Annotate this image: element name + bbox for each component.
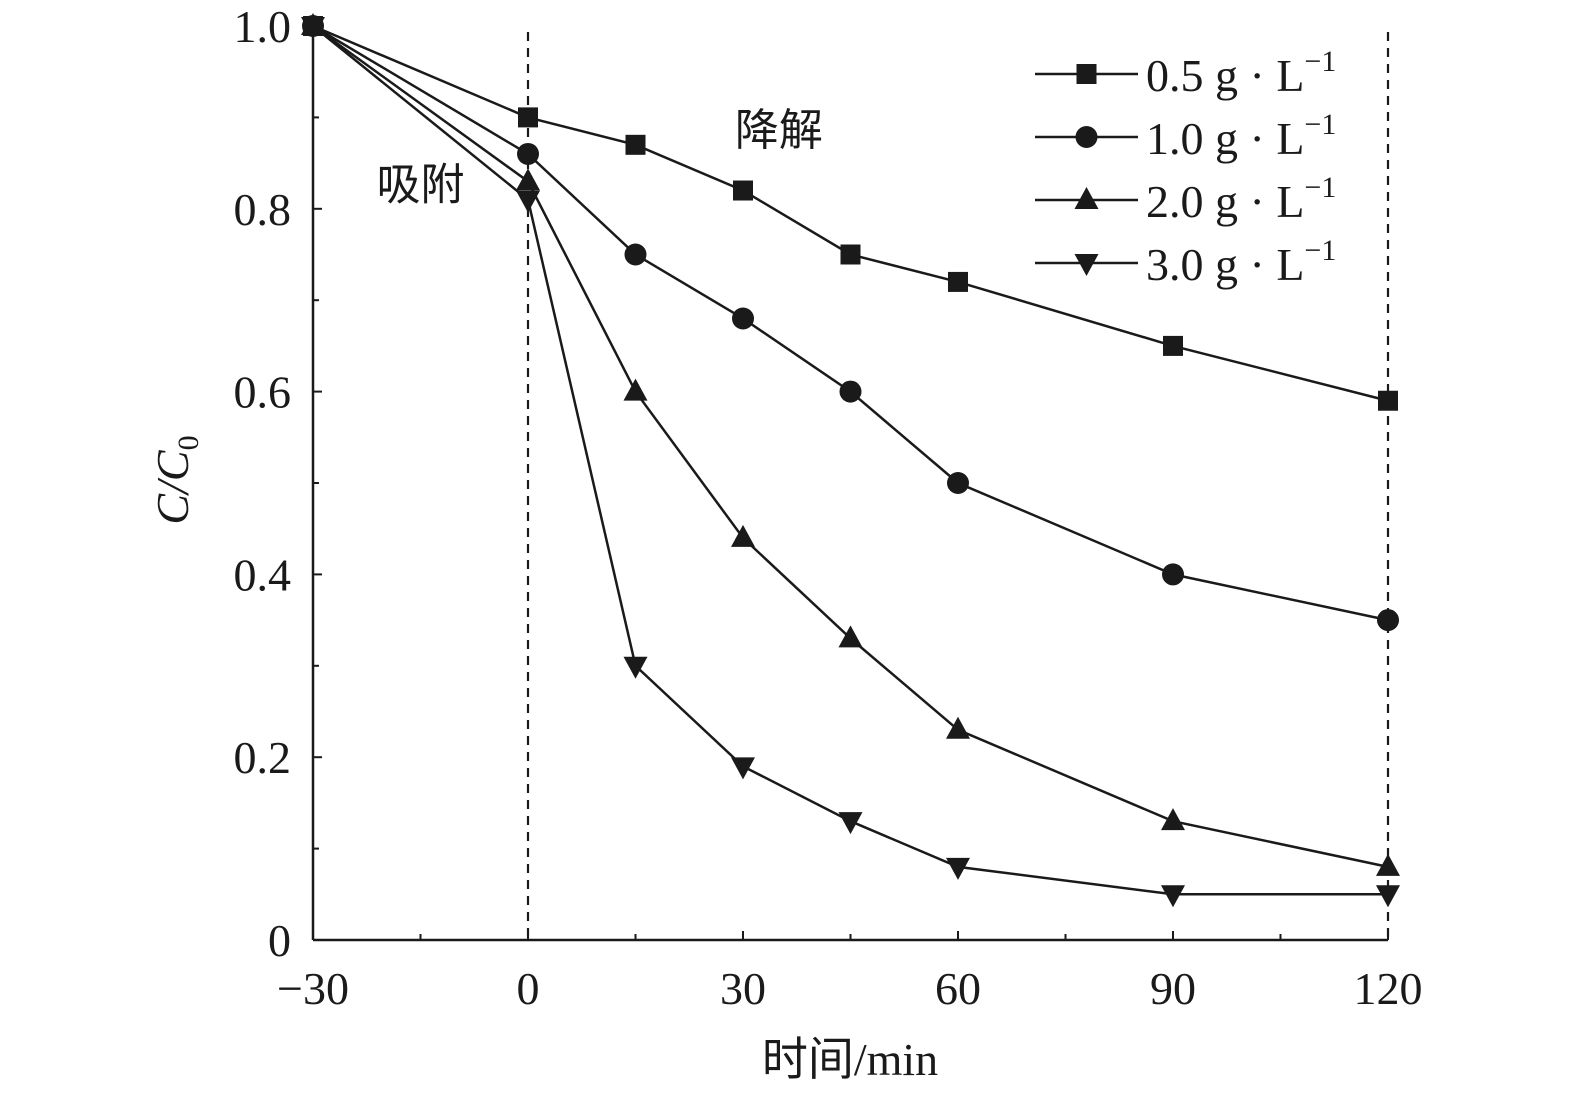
- circle-marker: [947, 472, 969, 494]
- series-lines: [312, 24, 1389, 896]
- y-tick-label: 1.0: [234, 1, 292, 52]
- legend: 0.5 g · L−11.0 g · L−12.0 g · L−13.0 g ·…: [1035, 45, 1336, 290]
- triangle-down-marker: [946, 857, 970, 880]
- legend-label: 2.0 g · L−1: [1146, 171, 1336, 227]
- triangle-down-marker: [516, 190, 540, 213]
- x-tick-label: 0: [517, 963, 540, 1014]
- square-marker: [625, 134, 646, 155]
- x-tick-label: 30: [720, 963, 766, 1014]
- triangle-up-marker: [1376, 853, 1400, 876]
- square-marker: [840, 244, 861, 265]
- series-markers: [301, 13, 1400, 908]
- triangle-up-marker: [838, 625, 863, 648]
- x-tick-label: 60: [935, 963, 981, 1014]
- legend-label-text: 3.0 g · L: [1146, 239, 1304, 290]
- triangle-down-marker: [623, 656, 648, 679]
- x-tick-label: 90: [1150, 963, 1196, 1014]
- y-axis-label-main: C/C: [147, 449, 198, 524]
- phase-annotation: 降解: [735, 105, 823, 156]
- square-marker: [733, 180, 753, 201]
- y-axis-label: C/C0: [147, 435, 205, 524]
- legend-label: 0.5 g · L−1: [1146, 45, 1336, 101]
- triangle-down-marker: [1376, 885, 1400, 908]
- x-tick-label: 120: [1354, 963, 1423, 1014]
- triangle-up-marker: [516, 168, 540, 191]
- legend-label: 3.0 g · L−1: [1146, 234, 1336, 290]
- y-tick-label: 0: [268, 915, 291, 966]
- circle-marker: [1377, 609, 1399, 632]
- square-marker: [1378, 390, 1398, 411]
- legend-label: 1.0 g · L−1: [1146, 108, 1336, 164]
- triangle-up-marker: [1161, 808, 1185, 831]
- circle-marker: [517, 142, 539, 165]
- square-marker: [948, 271, 968, 292]
- circle-marker: [1075, 126, 1098, 148]
- square-marker: [1076, 64, 1097, 84]
- square-marker: [1163, 335, 1183, 356]
- legend-label-text: 1.0 g · L: [1146, 113, 1304, 164]
- series-line-4: [312, 25, 1388, 896]
- triangle-up-marker: [731, 524, 755, 547]
- circle-marker: [624, 243, 647, 266]
- y-tick-label: 0.4: [234, 549, 292, 600]
- triangle-down-marker: [1074, 254, 1099, 276]
- legend-label-text: 0.5 g · L: [1146, 50, 1304, 101]
- circle-marker: [732, 307, 754, 330]
- triangle-up-marker: [1074, 187, 1099, 209]
- series-line-1: [312, 24, 1389, 402]
- legend-label-superscript: −1: [1304, 171, 1336, 204]
- y-tick-label: 0.2: [234, 732, 292, 783]
- circle-marker: [1162, 563, 1184, 586]
- x-axis-label: 时间/min: [762, 1034, 938, 1085]
- legend-label-text: 2.0 g · L: [1146, 176, 1304, 227]
- legend-label-superscript: −1: [1304, 108, 1336, 141]
- y-axis-label-subscript: 0: [172, 435, 205, 450]
- triangle-up-marker: [946, 716, 970, 739]
- triangle-down-marker: [1161, 885, 1185, 908]
- legend-label-superscript: −1: [1304, 45, 1336, 78]
- series-line-2: [312, 24, 1389, 622]
- triangle-up-marker: [623, 378, 648, 401]
- series-line-3: [312, 24, 1389, 869]
- triangle-down-marker: [731, 757, 755, 780]
- phase-annotation: 吸附: [377, 160, 465, 211]
- y-tick-label: 0.6: [234, 367, 292, 418]
- triangle-down-marker: [838, 812, 863, 835]
- triangle-down-marker: [301, 17, 325, 39]
- legend-label-superscript: −1: [1304, 234, 1336, 267]
- y-tick-label: 0.8: [234, 184, 292, 235]
- circle-marker: [839, 380, 862, 403]
- x-tick-label: −30: [277, 963, 349, 1014]
- square-marker: [518, 107, 538, 128]
